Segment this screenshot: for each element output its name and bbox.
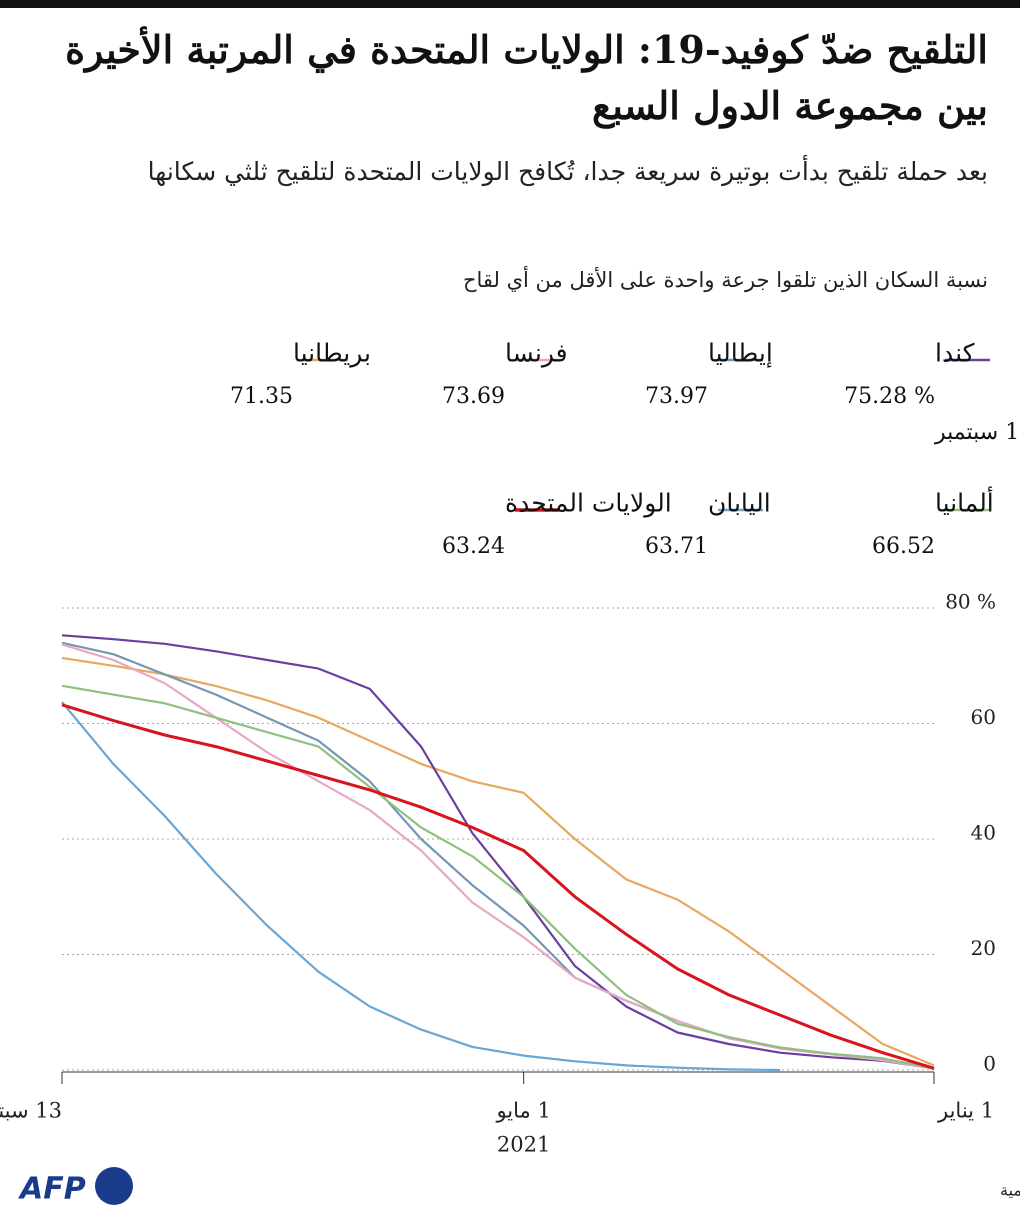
series-line — [61, 643, 935, 1070]
logo: AFP — [18, 1172, 86, 1207]
y-tick-label: 40 — [971, 821, 996, 845]
legend-value: 75.28 % — [844, 384, 935, 409]
series-line — [61, 703, 935, 1070]
legend-label: الولايات المتحدة — [505, 489, 672, 519]
legend-label: كندا — [935, 339, 975, 368]
series-line — [61, 701, 781, 1072]
logo-dot — [95, 1167, 133, 1205]
legend-value: 73.69 — [442, 384, 505, 409]
legend-label: اليابان — [708, 489, 771, 518]
legend-value: 71.35 — [230, 384, 293, 409]
legend-value: 73.97 — [645, 384, 708, 409]
y-tick-label: 0 — [983, 1052, 996, 1076]
x-tick-label: 1 مايو — [495, 1099, 550, 1124]
y-tick-label: 80 % — [945, 590, 996, 614]
x-tick-label: 1 يناير — [937, 1099, 994, 1124]
series-line — [61, 684, 935, 1070]
legend-value: 63.71 — [645, 534, 708, 559]
subtitle: بعد حملة تلقيح بدأت بوتيرة سريعة جدا، تُ… — [147, 157, 988, 186]
legend-value: 66.52 — [872, 534, 935, 559]
title: التلقيح ضدّ كوفيد-19: الولايات المتحدة ف… — [65, 27, 988, 128]
legend-note: في 13 سبتمبر — [934, 420, 1020, 445]
x-tick-label: 13 سبتمبر — [0, 1099, 62, 1124]
top-bar — [0, 0, 1020, 8]
y-tick-label: 20 — [971, 936, 996, 960]
x-year-label: 2021 — [497, 1133, 550, 1157]
legend-label: ألمانيا — [935, 486, 994, 518]
legend-value: 63.24 — [442, 534, 505, 559]
legend-label: إيطاليا — [708, 339, 773, 368]
source: المصدر: تعداد لفرانس برس بالاستناد إلى ا… — [1000, 1181, 1020, 1200]
legend-label: بريطانيا — [293, 339, 371, 369]
series-line — [61, 656, 935, 1067]
y-tick-label: 60 — [971, 705, 996, 729]
y-axis-label: نسبة السكان الذين تلقوا جرعة واحدة على ا… — [462, 268, 988, 292]
legend-label: فرنسا — [505, 339, 568, 369]
series-line — [61, 634, 935, 1070]
series-line — [61, 641, 935, 1070]
